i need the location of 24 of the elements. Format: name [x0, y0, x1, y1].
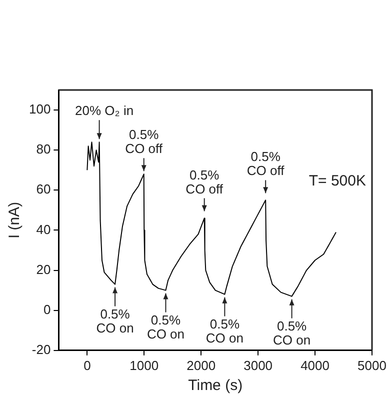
y-tick-label: 80: [36, 142, 51, 157]
x-tick-label: 3000: [244, 358, 273, 373]
y-tick-label: 100: [28, 102, 51, 117]
annotation: 0.5% CO off: [186, 167, 224, 196]
annotation: 0.5% CO off: [125, 127, 163, 156]
y-tick-label: -20: [32, 342, 51, 357]
y-tick-label: 60: [36, 182, 51, 197]
x-tick-label: 4000: [300, 358, 330, 373]
annotation: 0.5% CO on: [146, 312, 185, 342]
annotation: 0.5% CO on: [273, 318, 311, 348]
annotation: 0.5% CO off: [246, 149, 285, 178]
y-tick-label: 40: [36, 222, 51, 237]
annotation: T= 500K: [308, 172, 366, 190]
annotation: 0.5% CO on: [206, 316, 244, 346]
x-tick-label: 5000: [358, 358, 386, 373]
annotation: 0.5% CO on: [96, 306, 134, 336]
annotation: 20% O₂ in: [75, 103, 134, 118]
y-tick-label: 20: [36, 262, 51, 277]
x-tick-label: 1000: [130, 358, 159, 373]
y-axis-title: I (nA): [6, 202, 24, 239]
x-axis-title: Time (s): [188, 377, 243, 394]
x-tick-label: 0: [84, 358, 91, 373]
x-tick-label: 2000: [186, 358, 216, 373]
y-tick-label: 0: [43, 302, 51, 317]
